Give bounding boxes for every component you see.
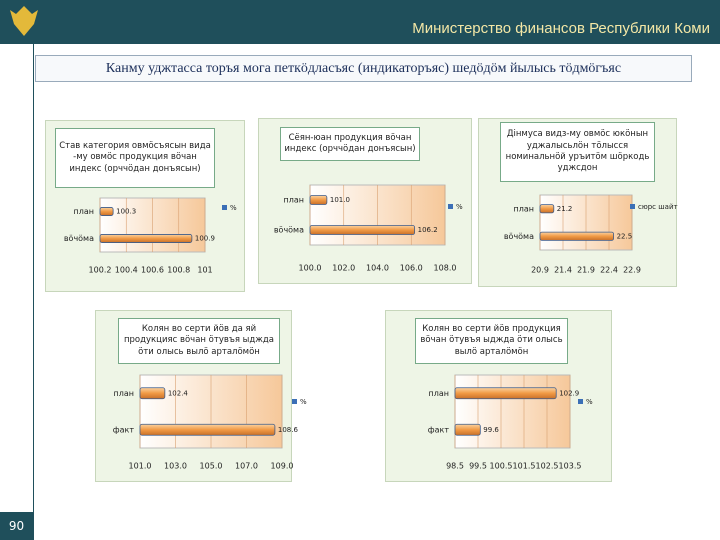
bar [309,225,416,235]
x-tick-label: 106.0 [400,264,423,273]
data-label: 22.5 [617,232,633,240]
x-tick-label: 107.0 [235,462,258,471]
legend-label: % [586,398,593,406]
chart-title: Сёян-юан продукция вӧчан индекс (орччӧда… [280,127,420,161]
y-tick-label: факт [113,425,135,434]
bar [309,195,328,205]
x-tick-label: 100.8 [167,266,190,275]
y-tick-label: вӧчӧма [274,226,304,235]
x-tick-label: 21.9 [577,266,595,275]
legend-swatch [578,399,583,404]
x-tick-label: 102.0 [332,264,355,273]
chart-title: Дінмуса видз-му овмӧс юкӧнын уджалысьлӧн… [500,122,655,182]
y-tick-label: план [429,389,449,398]
x-tick-label: 99.5 [469,462,487,471]
x-tick-label: 103.0 [164,462,187,471]
header-title: Министерство финансов Республики Коми [412,20,710,37]
x-tick-label: 108.0 [434,264,457,273]
legend-swatch [292,399,297,404]
legend-label: % [300,398,307,406]
y-tick-label: вӧчӧма [64,234,94,243]
legend-label: % [230,204,237,212]
page-number: 90 [0,512,33,540]
chart-title: Колян во серти йӧв да яй продукцияс вӧча… [118,318,280,364]
data-label: 99.6 [483,426,499,434]
y-tick-label: вӧчӧма [504,232,534,241]
plot-area [454,374,571,449]
header-bar [0,0,720,44]
bar [99,234,193,243]
data-label: 21.2 [557,205,573,213]
data-label: 102.4 [168,389,189,397]
legend-swatch [222,205,227,210]
divider [33,44,34,540]
subtitle: Канму уджтасса торъя мога петкӧдласъяс (… [35,55,692,82]
bar [99,207,114,216]
x-tick-label: 101.0 [129,462,152,471]
x-tick-label: 22.9 [623,266,641,275]
chart-title: Став категория овмӧсъясын вида -му овмӧс… [55,128,215,188]
x-tick-label: 21.4 [554,266,572,275]
x-tick-label: 100.0 [299,264,322,273]
x-tick-label: 104.0 [366,264,389,273]
y-tick-label: план [114,389,134,398]
x-tick-label: 100.5 [490,462,513,471]
x-tick-label: 100.2 [89,266,112,275]
y-tick-label: план [74,207,94,216]
legend-swatch [448,204,453,209]
x-tick-label: 102.5 [536,462,559,471]
x-tick-label: 109.0 [271,462,294,471]
legend-label: сюрс шайт [638,203,678,211]
x-tick-label: 22.4 [600,266,618,275]
x-tick-label: 101 [197,266,212,275]
x-tick-label: 101.5 [513,462,536,471]
legend-label: % [456,203,463,211]
y-tick-label: план [514,204,534,213]
data-label: 102.9 [559,389,579,397]
data-label: 100.9 [195,235,215,243]
bar [139,387,166,400]
data-label: 101.0 [330,196,350,204]
bar [539,231,614,241]
data-label: 100.3 [116,208,136,216]
x-tick-label: 20.9 [531,266,549,275]
legend-swatch [630,204,635,209]
bar [454,387,557,400]
bar [139,423,276,436]
bar [539,204,555,214]
x-tick-label: 103.5 [559,462,582,471]
y-tick-label: план [284,196,304,205]
bar [454,423,481,436]
x-tick-label: 98.5 [446,462,464,471]
data-label: 106.2 [418,226,438,234]
x-tick-label: 105.0 [200,462,223,471]
x-tick-label: 100.4 [115,266,138,275]
logo [10,6,38,36]
y-tick-label: факт [428,425,450,434]
x-tick-label: 100.6 [141,266,164,275]
chart-title: Колян во серти йӧв продукция вӧчан ӧтувъ… [415,318,568,364]
data-label: 108.6 [278,426,299,434]
